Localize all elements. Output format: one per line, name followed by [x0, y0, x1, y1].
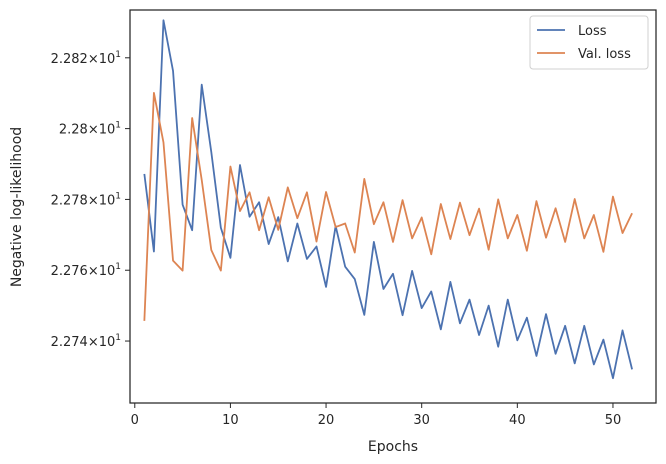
y-tick-label: 2.276×101 — [51, 262, 121, 279]
y-axis: 2.274×101 2.276×101 2.278×101 2.28×101 2.282… — [51, 50, 130, 350]
y-tick-label: 2.282×101 — [51, 50, 121, 67]
x-tick-label: 50 — [605, 413, 622, 428]
x-axis-label: Epochs — [368, 439, 418, 455]
x-tick-label: 20 — [318, 413, 335, 428]
x-tick-label: 10 — [222, 413, 239, 428]
x-tick-label: 40 — [509, 413, 526, 428]
y-tick-label: 2.28×101 — [59, 121, 121, 138]
x-tick-label: 0 — [131, 413, 139, 428]
series-layer — [143, 19, 633, 380]
legend-label-val-loss: Val. loss — [578, 47, 631, 62]
x-axis: 0 10 20 30 40 50 — [131, 403, 622, 428]
legend: Loss Val. loss — [529, 15, 649, 70]
series-line-val-loss — [143, 91, 633, 321]
series-line-loss — [143, 19, 633, 380]
x-tick-label: 30 — [413, 413, 430, 428]
y-tick-label: 2.274×101 — [51, 333, 121, 350]
y-axis-label: Negative log-likelihood — [9, 127, 25, 287]
y-tick-label: 2.278×101 — [51, 191, 121, 208]
legend-label-loss: Loss — [578, 24, 607, 39]
